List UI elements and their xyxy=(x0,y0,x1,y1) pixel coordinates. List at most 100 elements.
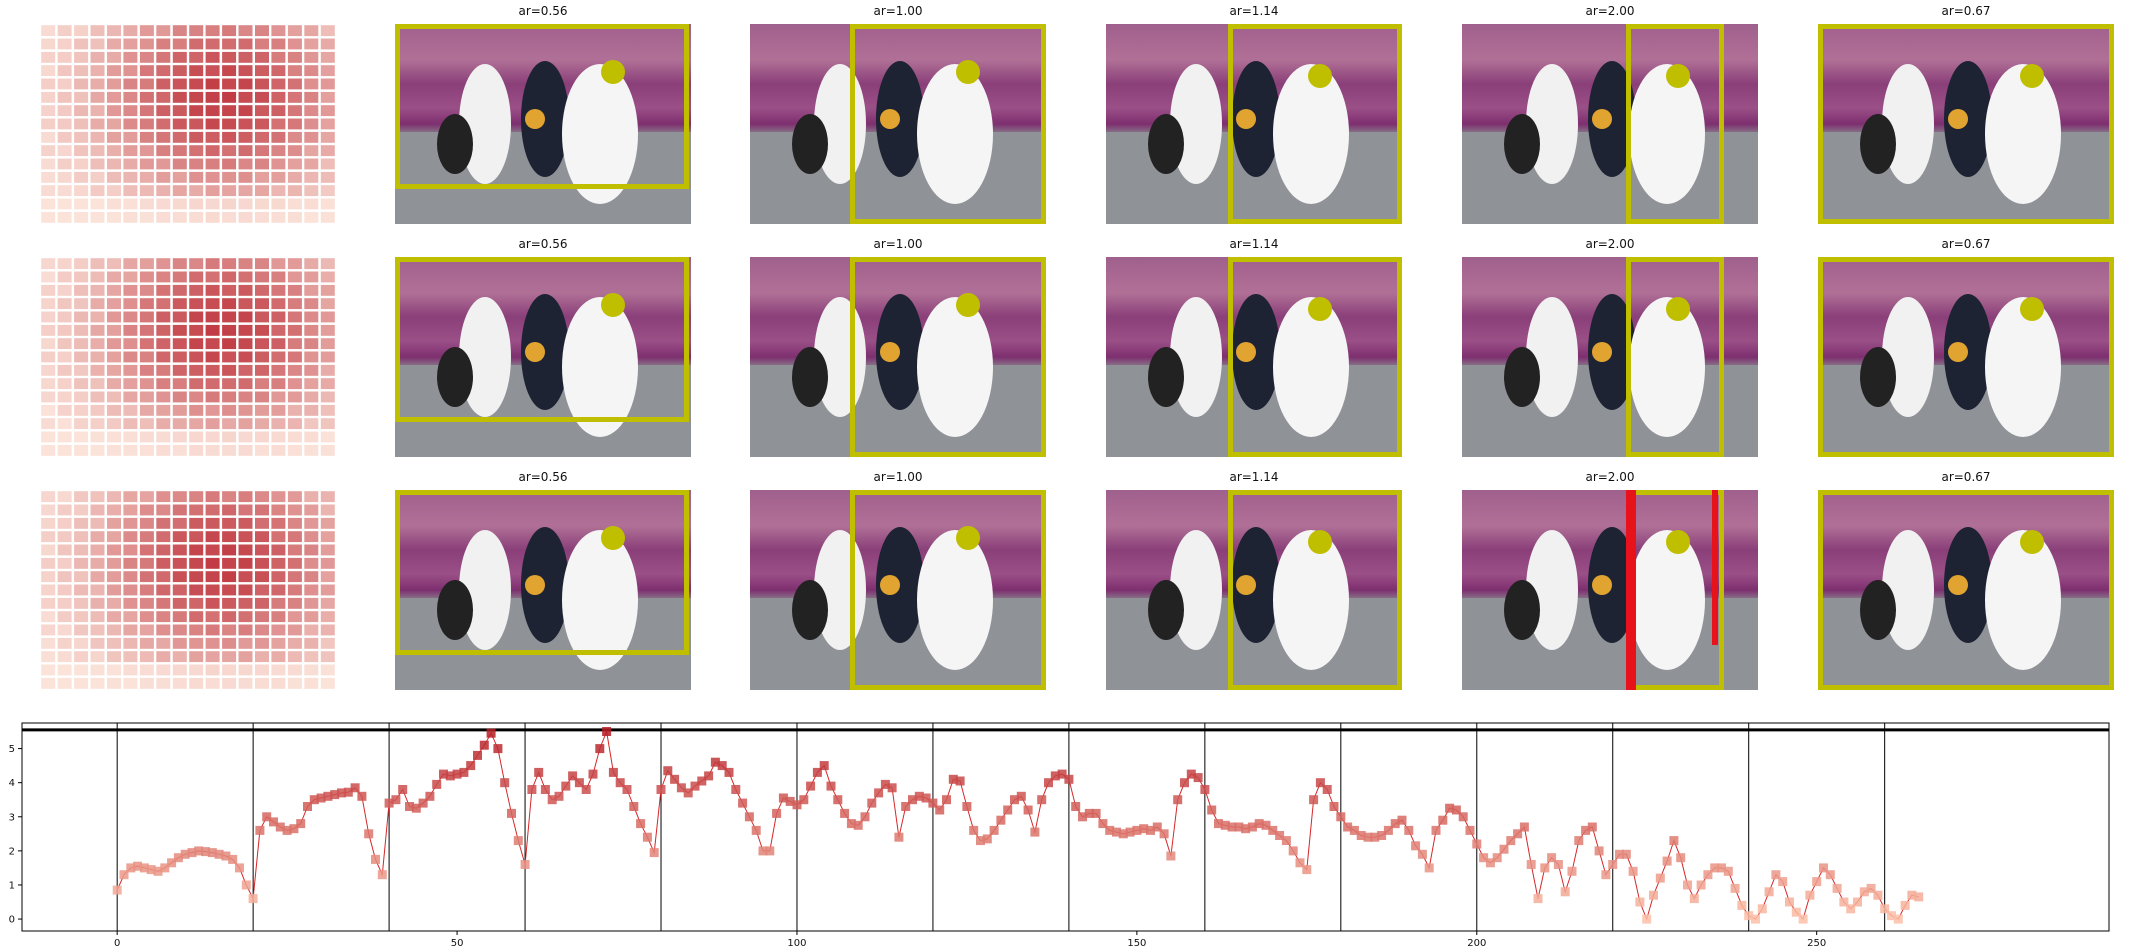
heatmap-cell xyxy=(123,171,138,183)
heatmap-cell xyxy=(205,404,220,416)
heatmap-cell xyxy=(107,271,121,283)
heatmap-cell xyxy=(74,284,89,296)
heatmap-cell xyxy=(107,624,121,636)
heatmap-cell xyxy=(57,378,72,390)
heatmap-cell xyxy=(90,677,105,689)
heatmap-cell xyxy=(271,597,286,609)
heatmap-cell xyxy=(74,338,89,350)
heatmap-cell xyxy=(320,637,335,649)
data-point xyxy=(622,785,632,794)
heatmap-cell xyxy=(57,611,72,623)
heatmap-cell xyxy=(57,258,72,270)
heatmap-cell xyxy=(320,211,335,223)
data-point xyxy=(309,795,319,805)
heatmap-cell xyxy=(107,91,121,103)
heatmap-cell xyxy=(107,145,121,157)
data-point xyxy=(1547,853,1557,863)
data-point xyxy=(445,771,455,781)
heatmap-cell xyxy=(74,51,89,63)
heatmap-cell xyxy=(90,418,105,430)
heatmap-cell xyxy=(74,185,89,197)
heatmap-cell xyxy=(304,418,319,430)
heatmap-cell xyxy=(304,651,319,663)
heatmap-cell xyxy=(287,491,302,503)
heatmap-cell xyxy=(156,584,171,596)
data-point xyxy=(486,728,496,738)
heatmap-cell xyxy=(238,651,253,663)
data-point xyxy=(1621,849,1631,859)
heatmap-cell xyxy=(189,131,204,143)
heatmap-cell xyxy=(123,284,138,296)
data-point xyxy=(1900,900,1910,910)
heatmap-cell xyxy=(238,131,253,143)
heatmap-cell xyxy=(255,91,269,103)
heatmap-cell xyxy=(222,531,237,543)
data-point xyxy=(432,779,442,789)
heatmap-cell xyxy=(90,557,105,569)
heatmap-cell xyxy=(205,145,220,157)
heatmap-cell xyxy=(189,324,204,336)
player-figure xyxy=(917,64,993,204)
heatmap-cell xyxy=(189,637,204,649)
heatmap-cell xyxy=(304,118,319,130)
heatmap-cell xyxy=(304,544,319,556)
heatmap-cell xyxy=(156,571,171,583)
data-point xyxy=(1417,849,1427,859)
heatmap-cell xyxy=(57,38,72,50)
data-point xyxy=(330,790,340,800)
heatmap-cell xyxy=(74,517,89,529)
heatmap-cell xyxy=(123,118,138,130)
heatmap-cell xyxy=(90,91,105,103)
heatmap-cell xyxy=(107,198,121,210)
heatmap-cell xyxy=(172,78,187,90)
data-point xyxy=(921,793,931,803)
heatmap-cell xyxy=(222,391,237,403)
focus-point-marker xyxy=(2020,297,2044,321)
heatmap-cell xyxy=(90,198,105,210)
heatmap-cell xyxy=(172,517,187,529)
data-point xyxy=(507,808,516,818)
data-point xyxy=(744,812,754,822)
heatmap-cell xyxy=(287,324,302,336)
heatmap-cell xyxy=(156,544,171,556)
panel-title: ar=2.00 xyxy=(1585,470,1635,484)
heatmap-cell xyxy=(287,51,302,63)
data-point xyxy=(1710,863,1720,873)
ball-shape xyxy=(880,575,900,595)
heatmap-cell xyxy=(238,444,253,456)
data-point xyxy=(1513,829,1523,839)
heatmap-cell xyxy=(304,431,319,443)
data-point xyxy=(248,894,258,904)
basketball-photo xyxy=(395,490,691,690)
heatmap-cell xyxy=(320,25,335,37)
data-point xyxy=(1200,785,1210,794)
heatmap-cell xyxy=(57,597,72,609)
heatmap-cell xyxy=(156,418,171,430)
heatmap-cell xyxy=(255,51,269,63)
heatmap-cell xyxy=(320,91,335,103)
data-point xyxy=(561,781,571,791)
heatmap-cell xyxy=(222,624,237,636)
heatmap-cell xyxy=(41,105,56,117)
heatmap-cell xyxy=(156,391,171,403)
heatmap-cell xyxy=(139,118,154,130)
heatmap-cell xyxy=(74,418,89,430)
heatmap-cell xyxy=(238,91,253,103)
data-point xyxy=(235,863,244,873)
heatmap-cell xyxy=(287,431,302,443)
heatmap-cell xyxy=(320,351,335,363)
data-point xyxy=(133,861,143,871)
heatmap-cell xyxy=(255,185,269,197)
heatmap-cell xyxy=(107,557,121,569)
heatmap-cell xyxy=(255,544,269,556)
heatmap-cell xyxy=(41,198,56,210)
heatmap-cell xyxy=(123,364,138,376)
heatmap-cell xyxy=(139,664,154,676)
heatmap-cell xyxy=(287,185,302,197)
heatmap-cell xyxy=(287,271,302,283)
heatmap-cell xyxy=(304,78,319,90)
heatmap-cell xyxy=(271,391,286,403)
heatmap-cell xyxy=(41,131,56,143)
data-point xyxy=(1404,825,1414,835)
data-point xyxy=(976,836,985,846)
